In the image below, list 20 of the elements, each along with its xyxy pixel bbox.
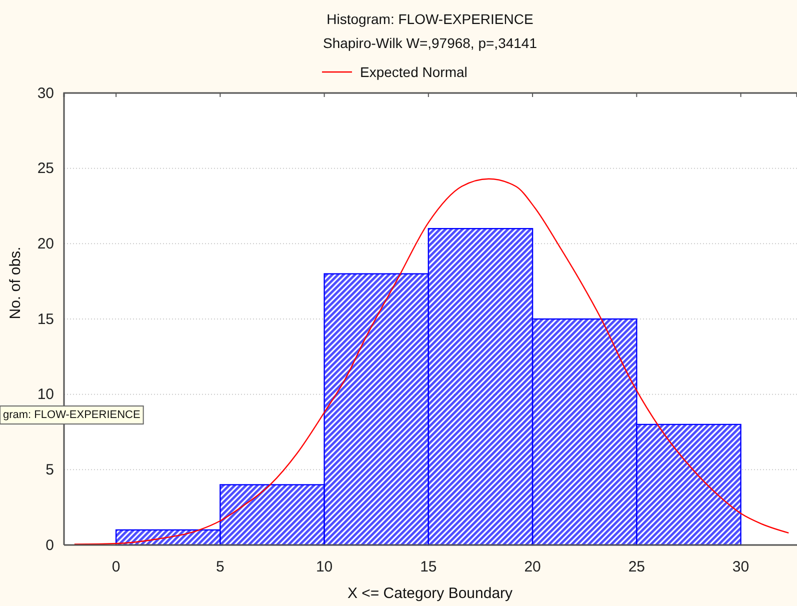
annotation: gram: FLOW-EXPERIENCE bbox=[3, 409, 140, 421]
y-tick-label: 5 bbox=[46, 461, 54, 478]
x-tick-label: 25 bbox=[628, 558, 645, 576]
y-tick-label: 10 bbox=[37, 386, 54, 404]
chart-subtitle: Shapiro-Wilk W=,97968, p=,34141 bbox=[322, 35, 538, 51]
legend-label: Expected Normal bbox=[360, 64, 468, 80]
y-tick-label: 20 bbox=[37, 235, 54, 252]
chart-title: Histogram: FLOW-EXPERIENCE bbox=[326, 11, 534, 27]
y-axis-title: No. of obs. bbox=[7, 246, 24, 320]
y-tick-label: 0 bbox=[46, 536, 54, 554]
y-tick-label: 15 bbox=[37, 310, 54, 328]
x-tick-label: 10 bbox=[316, 558, 333, 576]
x-tick-label: 0 bbox=[112, 558, 120, 576]
x-axis-title: X <= Category Boundary bbox=[347, 585, 514, 602]
x-tick-label: 20 bbox=[524, 558, 541, 576]
x-tick-label: 30 bbox=[732, 558, 750, 576]
x-tick-label: 15 bbox=[420, 558, 437, 576]
x-tick-label: 5 bbox=[216, 558, 224, 576]
y-tick-label: 30 bbox=[37, 84, 54, 102]
y-tick-label: 25 bbox=[37, 160, 54, 178]
